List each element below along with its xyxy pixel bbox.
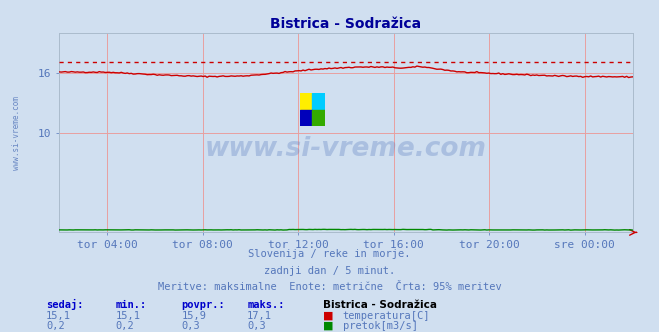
Text: min.:: min.:: [115, 300, 146, 310]
Text: 15,1: 15,1: [46, 311, 71, 321]
Text: temperatura[C]: temperatura[C]: [343, 311, 430, 321]
Text: 15,1: 15,1: [115, 311, 140, 321]
Title: Bistrica - Sodražica: Bistrica - Sodražica: [270, 17, 422, 31]
Text: 0,3: 0,3: [181, 321, 200, 331]
Text: pretok[m3/s]: pretok[m3/s]: [343, 321, 418, 331]
Text: 17,1: 17,1: [247, 311, 272, 321]
Text: Meritve: maksimalne  Enote: metrične  Črta: 95% meritev: Meritve: maksimalne Enote: metrične Črta…: [158, 283, 501, 292]
Bar: [312, 110, 325, 126]
Text: maks.:: maks.:: [247, 300, 285, 310]
Text: ■: ■: [323, 311, 333, 321]
Text: povpr.:: povpr.:: [181, 300, 225, 310]
Bar: [300, 110, 312, 126]
Text: 0,2: 0,2: [115, 321, 134, 331]
Text: 0,3: 0,3: [247, 321, 266, 331]
Text: Slovenija / reke in morje.: Slovenija / reke in morje.: [248, 249, 411, 259]
Text: Bistrica - Sodražica: Bistrica - Sodražica: [323, 300, 437, 310]
Text: sedaj:: sedaj:: [46, 299, 84, 310]
Text: zadnji dan / 5 minut.: zadnji dan / 5 minut.: [264, 266, 395, 276]
Text: 15,9: 15,9: [181, 311, 206, 321]
Text: www.si-vreme.com: www.si-vreme.com: [205, 136, 487, 162]
Text: www.si-vreme.com: www.si-vreme.com: [12, 96, 21, 170]
Text: 0,2: 0,2: [46, 321, 65, 331]
Bar: [312, 93, 325, 110]
Text: ■: ■: [323, 321, 333, 331]
Bar: [300, 93, 312, 110]
